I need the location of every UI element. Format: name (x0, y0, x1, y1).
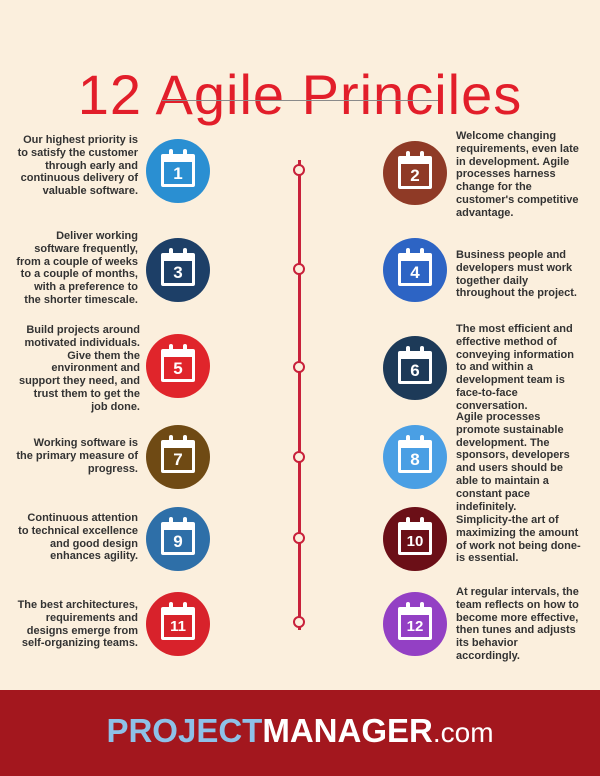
calendar-icon: 7 (161, 435, 195, 473)
calendar-icon: 12 (398, 602, 432, 640)
principle-number: 10 (406, 533, 424, 550)
principle-badge: 1 (146, 139, 210, 203)
principle-number: 11 (170, 618, 186, 635)
calendar-icon: 6 (398, 346, 432, 384)
principle-number: 9 (173, 532, 183, 551)
timeline-node (293, 532, 305, 544)
calendar-icon: 9 (161, 517, 195, 555)
principle-number: 8 (410, 450, 420, 469)
principle-number: 6 (410, 361, 420, 380)
principle-badge: 8 (383, 425, 447, 489)
footer-banner (0, 690, 600, 776)
calendar-icon: 5 (161, 344, 195, 382)
calendar-icon: 11 (161, 602, 195, 640)
principle-text: Simplicity-the art of maximizing the amo… (456, 514, 581, 565)
brand-part-project: PROJECT (106, 712, 263, 749)
calendar-icon: 1 (161, 149, 195, 187)
principle-text: The best architectures, requirements and… (17, 599, 138, 650)
principle-text: Welcome changing requirements, even late… (456, 130, 579, 219)
brand-part-domain: .com (432, 717, 494, 748)
timeline-node (293, 451, 305, 463)
principle-badge: 4 (383, 238, 447, 302)
principle-text: Agile processes promote sustainable deve… (456, 411, 570, 513)
principle-badge: 3 (146, 238, 210, 302)
principle-badge: 9 (146, 507, 210, 571)
principle-badge: 10 (383, 507, 447, 571)
calendar-icon: 4 (398, 248, 432, 286)
brand-part-manager: MANAGER (262, 712, 433, 749)
principle-badge: 12 (383, 592, 447, 656)
principle-badge: 7 (146, 425, 210, 489)
timeline-node (293, 164, 305, 176)
calendar-icon: 10 (398, 517, 432, 555)
principle-text: Our highest priority is to satisfy the c… (17, 134, 138, 198)
principle-number: 12 (406, 618, 424, 635)
principle-badge: 5 (146, 334, 210, 398)
calendar-icon: 8 (398, 435, 432, 473)
principle-text: At regular intervals, the team reflects … (456, 586, 579, 662)
timeline-node (293, 361, 305, 373)
timeline-node (293, 616, 305, 628)
principle-text: Deliver working software frequently, fro… (16, 230, 138, 306)
principle-badge: 2 (383, 141, 447, 205)
principle-text: Business people and developers must work… (456, 249, 577, 300)
title-divider (162, 100, 438, 101)
principle-text: The most efficient and effective method … (456, 323, 574, 412)
calendar-icon: 2 (398, 151, 432, 189)
principle-number: 2 (410, 166, 420, 185)
page-title: 12 Agile Princiles (77, 62, 523, 126)
principle-number: 1 (173, 164, 183, 183)
principle-badge: 11 (146, 592, 210, 656)
calendar-icon: 3 (161, 248, 195, 286)
principle-number: 3 (173, 263, 183, 282)
principle-number: 4 (410, 263, 420, 282)
principle-text: Working software is the primary measure … (16, 437, 138, 475)
timeline-node (293, 263, 305, 275)
brand-logo[interactable]: PROJECTMANAGER.com (0, 711, 600, 753)
principle-text: Continuous attention to technical excell… (18, 512, 138, 563)
principle-number: 7 (173, 450, 183, 469)
principle-number: 5 (173, 359, 183, 378)
timeline-line (298, 160, 301, 630)
principle-text: Build projects around motivated individu… (18, 324, 140, 413)
principle-badge: 6 (383, 336, 447, 400)
